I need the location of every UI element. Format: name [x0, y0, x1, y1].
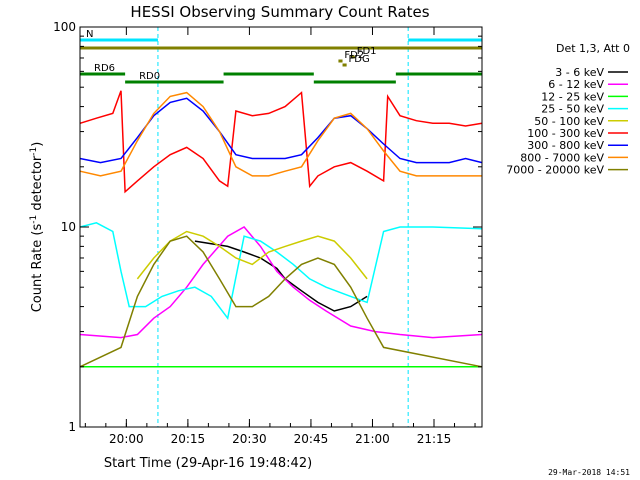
series-line-6: [79, 97, 483, 164]
footer-timestamp: 29-Mar-2018 14:51: [548, 468, 630, 477]
series-line-7: [79, 91, 482, 177]
legend-label-0: 3 - 6 keV: [555, 66, 604, 79]
x-tick-label: 20:00: [109, 432, 144, 446]
y-tick-label: 1: [68, 420, 76, 434]
legend-header: Det 1,3, Att 0: [556, 42, 630, 55]
series-line-8: [79, 235, 483, 368]
chart-axes: 20:00 20:15 20:30 20:45 21:00 21:15 1 10 100: [53, 20, 482, 446]
x-axis-label: Start Time (29-Apr-16 19:48:42): [104, 456, 312, 471]
status-bar-label: RD0: [139, 71, 160, 82]
status-bar-label: FD1: [357, 46, 377, 57]
status-bar-label: FD2: [344, 50, 364, 61]
x-tick-label: 21:15: [417, 432, 452, 446]
y-axis-label: Count Rate (s-1 detector-1): [29, 142, 45, 313]
y-tick-label: 100: [53, 20, 76, 34]
series-line-3: [79, 222, 483, 320]
legend-label-6: 300 - 800 keV: [527, 139, 604, 152]
x-tick-label: 20:15: [171, 432, 206, 446]
status-bar-label: N: [86, 29, 93, 40]
series-line-4: [136, 230, 368, 280]
x-tick-label: 21:00: [355, 432, 390, 446]
series-line-5: [79, 90, 483, 194]
legend-label-4: 50 - 100 keV: [534, 115, 604, 128]
x-tick-label: 20:45: [294, 432, 329, 446]
legend-label-8: 7000 - 20000 keV: [506, 164, 604, 177]
legend-label-7: 800 - 7000 keV: [520, 151, 604, 164]
legend-label-2: 12 - 25 keV: [541, 90, 604, 103]
legend-label-5: 100 - 300 keV: [527, 127, 604, 140]
legend-label-3: 25 - 50 keV: [541, 103, 604, 116]
status-bar-label: FDG: [349, 54, 370, 65]
x-tick-label: 20:30: [232, 432, 267, 446]
chart-title: HESSI Observing Summary Count Rates: [130, 3, 429, 21]
y-tick-label: 10: [61, 220, 76, 234]
legend-label-1: 6 - 12 keV: [548, 78, 604, 91]
status-bar-label: RD6: [94, 63, 115, 74]
